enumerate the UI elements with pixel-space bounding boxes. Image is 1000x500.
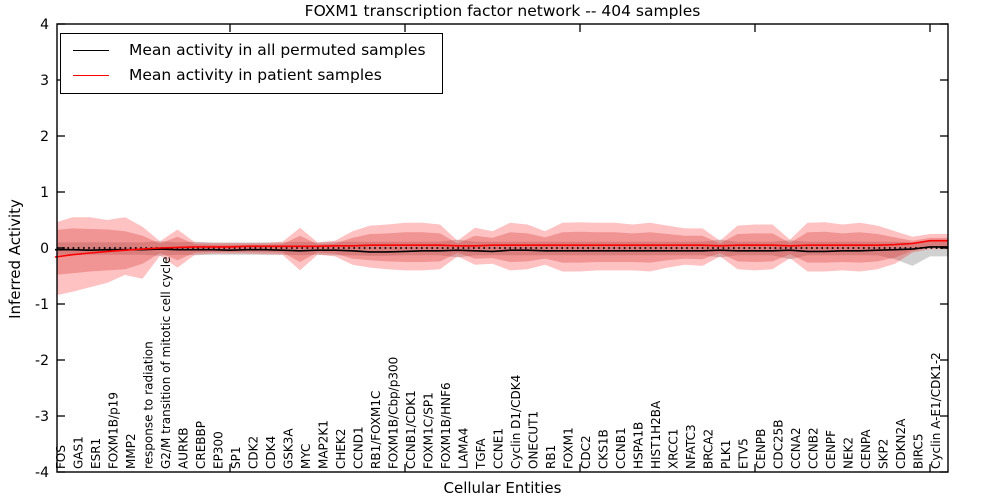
x-category-label: BRCA2	[702, 429, 716, 469]
patient-samples-range-inner	[55, 228, 948, 275]
y-tick-label: -4	[35, 465, 49, 481]
x-category-label: CDC2	[579, 435, 593, 469]
y-tick-label: 4	[40, 17, 49, 33]
x-category-label: CENPA	[859, 429, 873, 469]
x-category-label: SP1	[229, 447, 243, 470]
x-category-label: CENPB	[754, 429, 768, 469]
x-category-label: CCNE1	[492, 428, 506, 469]
y-axis-label: Inferred Activity	[6, 199, 24, 319]
x-category-label: CDC25B	[772, 420, 786, 470]
x-category-label: FOXM1	[562, 427, 576, 469]
y-tick-label: 3	[40, 73, 49, 89]
x-category-label: SKP2	[877, 439, 891, 469]
x-category-label: ONECUT1	[527, 411, 541, 469]
x-category-label: G2/M transition of mitotic cell cycle	[159, 256, 173, 469]
x-category-label: HIST1H2BA	[649, 400, 663, 469]
x-category-label: ETV5	[737, 438, 751, 469]
permuted-line-swatch	[73, 49, 109, 51]
x-category-label: FOXM1B/Cbp/p300	[387, 357, 401, 469]
x-category-label: CCNB2	[807, 427, 821, 469]
x-axis-label: Cellular Entities	[443, 479, 562, 497]
x-category-label: FOS	[54, 445, 68, 469]
x-category-label: CDKN2A	[894, 418, 908, 469]
x-category-label: FOXM1C/SP1	[422, 392, 436, 469]
x-category-label: CDK2	[247, 436, 261, 469]
x-category-label: response to radiation	[142, 341, 156, 469]
legend: Mean activity in all permuted samples Me…	[60, 33, 443, 94]
x-category-label: NEK2	[842, 437, 856, 469]
x-category-label: TGFA	[474, 438, 488, 470]
x-category-label: CCNA2	[789, 427, 803, 469]
y-tick-label: 1	[40, 185, 49, 201]
x-category-label: CREBBP	[194, 421, 208, 469]
x-category-label: FOXM1B/HNF6	[439, 382, 453, 469]
patient-samples-range-outer	[55, 217, 948, 296]
x-category-label: RB1/FOXM1C	[369, 391, 383, 469]
legend-entry-patient: Mean activity in patient samples	[73, 66, 426, 84]
x-category-label: CDK4	[264, 436, 278, 469]
x-category-label: NFATC3	[684, 424, 698, 469]
x-category-label: CKS1B	[597, 429, 611, 469]
patient-mean-line	[54, 239, 948, 258]
x-category-label: BIRC5	[912, 433, 926, 469]
x-category-label: LAMA4	[457, 428, 471, 469]
y-tick-label: 0	[40, 241, 49, 257]
x-category-label: RB1	[544, 445, 558, 469]
x-category-label: MYC	[299, 444, 313, 469]
x-category-label: CHEK2	[334, 429, 348, 470]
x-category-label: MMP2	[124, 433, 138, 469]
y-tick-label: -1	[35, 297, 49, 313]
x-category-label: MAP2K1	[317, 420, 331, 469]
permuted-mean-line	[55, 246, 948, 253]
x-category-label: Cyclin D1/CDK4	[509, 375, 523, 469]
y-tick-label: -2	[35, 353, 49, 369]
x-category-label: PLK1	[719, 440, 733, 469]
x-category-label: FOXM1B/p19	[107, 392, 121, 469]
x-category-label: CCND1	[352, 426, 366, 469]
y-tick-label: -3	[35, 409, 49, 425]
legend-entry-permuted: Mean activity in all permuted samples	[73, 41, 426, 59]
x-category-label: CENPF	[824, 430, 838, 469]
patient-line-swatch	[73, 74, 109, 76]
x-category-label: GSK3A	[282, 428, 296, 469]
chart-title: FOXM1 transcription factor network -- 40…	[304, 2, 701, 20]
legend-label-patient: Mean activity in patient samples	[129, 66, 382, 84]
x-category-label: XRCC1	[667, 429, 681, 469]
x-category-label: HSPA1B	[632, 422, 646, 469]
x-category-label: AURKB	[177, 428, 191, 469]
y-tick-label: 2	[40, 129, 49, 145]
x-category-label: ESR1	[89, 438, 103, 469]
x-category-label: CCNB1/CDK1	[404, 390, 418, 469]
x-category-label: Cyclin A-E1/CDK1-2	[929, 352, 943, 469]
x-category-label: GAS1	[72, 436, 86, 469]
x-category-label: EP300	[212, 431, 226, 469]
legend-label-permuted: Mean activity in all permuted samples	[129, 41, 426, 59]
x-category-label: CCNB1	[614, 427, 628, 469]
